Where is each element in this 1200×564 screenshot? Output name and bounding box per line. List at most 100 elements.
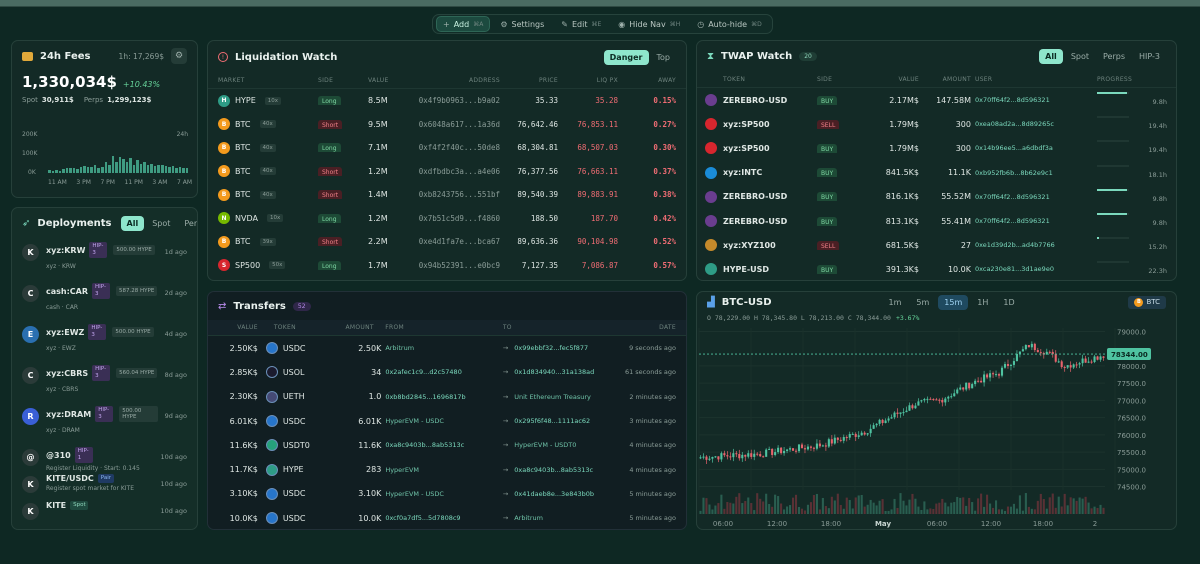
table-row[interactable]: 10.0K$ USDC 10.0K 0xcf0a7df5...5d7808c9 → Arb… <box>208 506 686 529</box>
address-cell[interactable]: 0x6048a617...1a36d <box>418 119 500 129</box>
table-row[interactable]: B BTC 39x Short 2.2M 0xe4d1fa7e...bca67 89,636… <box>208 230 686 254</box>
tab-perps[interactable]: Perps <box>184 218 198 228</box>
deployment-item[interactable]: K KITE Spot 10d ago <box>12 497 197 520</box>
address-cell[interactable]: 0x7b51c5d9...f4860 <box>418 213 500 223</box>
table-row[interactable]: 11.6K$ USDT0 11.6K 0xa8c9403b...8ab5313c → Hy… <box>208 433 686 457</box>
table-row[interactable]: 6.01K$ USDC 6.01K HyperEVM - USDC → 0x295f6f4… <box>208 409 686 433</box>
table-row[interactable]: 2.50K$ USDC 2.50K Arbitrum → 0x99ebbf32...fec… <box>208 336 686 360</box>
deployment-name: KITE <box>46 501 67 510</box>
table-row[interactable]: B BTC 40x Short 1.4M 0xb8243756...551bf 89,540… <box>208 183 686 207</box>
btc-badge[interactable]: B BTC <box>1128 295 1166 309</box>
auto-hide-button[interactable]: ◷ Auto-hide ⌘D <box>697 19 762 29</box>
add-button[interactable]: + Add ⌘A <box>436 16 491 32</box>
candle-body <box>1000 367 1004 376</box>
value-cell: 391.3K$ <box>885 264 919 274</box>
tab-all[interactable]: All <box>1039 49 1063 64</box>
to-cell[interactable]: 0x1d834940...31a138ad <box>514 368 595 377</box>
user-address[interactable]: 0x70ff64f2...8d596321 <box>975 217 1050 226</box>
user-address[interactable]: 0x70ff64f2...8d596321 <box>975 96 1050 105</box>
tab-hip3[interactable]: HIP-3 <box>1139 52 1160 61</box>
table-row[interactable]: ZEREBRO-USD BUY 2.17M$ 147.58M 0x70ff64f2...… <box>697 88 1176 112</box>
from-cell[interactable]: 0xa8c9403b...8ab5313c <box>385 441 465 450</box>
from-cell[interactable]: HyperEVM <box>385 465 420 474</box>
deployment-time: 4d ago <box>164 330 187 338</box>
tab-spot[interactable]: Spot <box>152 218 171 228</box>
to-cell[interactable]: 0x41daeb8e...3e843b0b <box>514 489 594 498</box>
user-address[interactable]: 0xea08ad2a...8d89265c <box>975 120 1054 129</box>
table-row[interactable]: 2.30K$ UETH 1.0 0xb8bd2845...1696817b → Unit … <box>208 385 686 409</box>
edit-button[interactable]: ✎ Edit ⌘E <box>561 19 602 29</box>
to-cell[interactable]: HyperEVM - USDT0 <box>514 441 577 450</box>
volume-bar <box>1042 499 1045 514</box>
tab-all[interactable]: All <box>120 215 145 231</box>
candle-body <box>702 456 705 458</box>
from-cell[interactable]: Arbitrum <box>385 344 415 353</box>
table-row[interactable]: S SP500 50x Long 1.7M 0x94b52391...e0bc9 7,127… <box>208 254 686 278</box>
address-cell[interactable]: 0xf4f2f40c...50de8 <box>418 143 500 153</box>
away-cell: 0.38% <box>653 190 676 200</box>
user-address[interactable]: 0xb952fb6b...8b62e9c1 <box>975 168 1053 177</box>
table-row[interactable]: B BTC 40x Short 9.5M 0x6048a617...1a36d 76,642… <box>208 113 686 137</box>
candle-body <box>869 428 872 434</box>
user-address[interactable]: 0x14b96ee5...a6dbdf3a <box>975 144 1053 153</box>
table-row[interactable]: ZEREBRO-USD BUY 816.1K$ 55.52M 0x70ff64f2...… <box>697 185 1176 209</box>
timeframe-15m[interactable]: 15m <box>938 294 969 310</box>
settings-icon[interactable]: ⚙ <box>171 48 187 64</box>
settings-button[interactable]: ⚙ Settings <box>500 19 545 29</box>
table-row[interactable]: 3.10K$ USDC 3.10K HyperEVM - USDC → 0x41daeb8… <box>208 482 686 506</box>
volume-bar <box>902 500 905 514</box>
table-row[interactable]: ZEREBRO-USD BUY 813.1K$ 55.41M 0x70ff64f2...… <box>697 209 1176 233</box>
to-cell[interactable]: 0x99ebbf32...fec5f877 <box>514 344 589 353</box>
to-cell[interactable]: Unit Ethereum Treasury <box>514 392 591 401</box>
hide-nav-button[interactable]: ◉ Hide Nav ⌘H <box>618 19 681 29</box>
candlestick-chart[interactable]: 79000.0 78000.0 77500.0 77000.0 76500.0 76000… <box>697 322 1176 530</box>
btc-coin-icon: B <box>1134 297 1144 307</box>
address-cell[interactable]: 0xb8243756...551bf <box>418 190 500 200</box>
from-cell[interactable]: 0xb8bd2845...1696817b <box>385 392 466 401</box>
table-row[interactable]: B BTC 40x Short 1.2M 0xdfbdbc3a...a4e06 76,377… <box>208 160 686 184</box>
timeframe-1h[interactable]: 1H <box>977 297 989 307</box>
table-row[interactable]: xyz:XYZ100 SELL 681.5K$ 27 0xe1d39d2b...ad4b… <box>697 233 1176 257</box>
table-row[interactable]: 11.7K$ HYPE 283 HyperEVM → 0xa8c9403b...8ab53… <box>208 457 686 481</box>
deployment-item[interactable]: @ @310 HIP-1 Register Liquidity · Start: 0.… <box>12 443 197 472</box>
deployment-item[interactable]: K KITE/USDC Pair Register spot market for K… <box>12 470 197 497</box>
user-address[interactable]: 0xca230e81...3d1ae9e0 <box>975 265 1054 274</box>
from-cell[interactable]: 0xcf0a7df5...5d7808c9 <box>385 514 461 523</box>
tab-top[interactable]: Top <box>656 52 671 62</box>
timeframe-1d[interactable]: 1D <box>1003 297 1015 307</box>
table-row[interactable]: 2.85K$ USOL 34 0x2afec1c9...d2c57480 → 0x1d83… <box>208 360 686 384</box>
table-row[interactable]: xyz:SP500 SELL 1.79M$ 300 0xea08ad2a...8d892… <box>697 112 1176 136</box>
top-strip <box>0 0 1200 7</box>
address-cell[interactable]: 0xdfbdbc3a...a4e06 <box>418 166 500 176</box>
candle-body <box>827 439 830 447</box>
address-cell[interactable]: 0x94b52391...e0bc9 <box>418 260 500 270</box>
table-row[interactable]: HYPE-USD BUY 391.3K$ 10.0K 0xca230e81...3d1a… <box>697 257 1176 280</box>
user-address[interactable]: 0xe1d39d2b...ad4b7766 <box>975 241 1055 250</box>
from-cell[interactable]: HyperEVM - USDC <box>385 489 444 498</box>
to-cell[interactable]: 0xa8c9403b...8ab5313c <box>514 465 594 474</box>
user-address[interactable]: 0x70ff64f2...8d596321 <box>975 192 1050 201</box>
table-row[interactable]: N NVDA 10x Long 1.2M 0x7b51c5d9...f4860 188.50… <box>208 207 686 231</box>
tab-perps[interactable]: Perps <box>1103 52 1125 61</box>
to-cell[interactable]: Arbitrum <box>514 514 543 523</box>
address-cell[interactable]: 0xe4d1fa7e...bca67 <box>418 237 500 247</box>
table-row[interactable]: xyz:INTC BUY 841.5K$ 11.1K 0xb952fb6b...8b62… <box>697 161 1176 185</box>
from-cell[interactable]: 0x2afec1c9...d2c57480 <box>385 368 462 377</box>
from-cell[interactable]: HyperEVM - USDC <box>385 417 444 426</box>
address-cell[interactable]: 0x4f9b0963...b9a02 <box>418 96 500 106</box>
candle-body <box>884 420 887 423</box>
tab-danger[interactable]: Danger <box>603 49 649 65</box>
timeframe-1m[interactable]: 1m <box>888 297 902 307</box>
table-row[interactable]: xyz:SP500 BUY 1.79M$ 300 0x14b96ee5...a6dbdf… <box>697 136 1176 160</box>
tab-spot[interactable]: Spot <box>1070 52 1089 61</box>
timeframe-5m[interactable]: 5m <box>916 297 930 307</box>
deployment-name: xyz:EWZ <box>46 327 85 337</box>
table-row[interactable]: H HYPE 10x Long 8.5M 0x4f9b0963...b9a02 35.33 3… <box>208 89 686 113</box>
to-cell[interactable]: 0x295f6f48...1111ac62 <box>514 417 591 426</box>
table-row[interactable]: B BTC 40x Long 7.1M 0xf4f2f40c...50de8 68,304.… <box>208 136 686 160</box>
